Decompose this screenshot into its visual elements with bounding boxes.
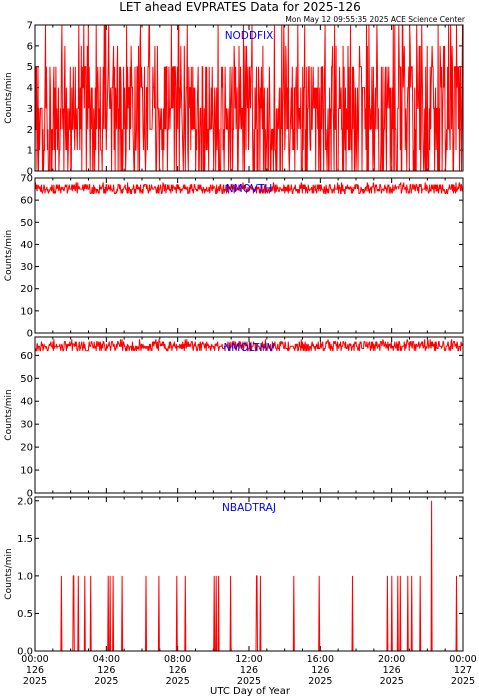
y-tick-label: 30 xyxy=(20,262,33,273)
y-tick-label: 2.0 xyxy=(17,496,33,507)
y-tick-label: 0 xyxy=(27,329,33,340)
x-tick-year: 2025 xyxy=(23,676,47,687)
x-tick-time: 16:00 xyxy=(307,654,334,665)
x-tick-year: 2025 xyxy=(380,676,404,687)
y-tick-label: 3 xyxy=(27,104,33,115)
y-tick-label: 2 xyxy=(27,125,33,136)
series-line-noddfix xyxy=(34,24,464,172)
chart-timestamp: Mon May 12 09:55:35 2025 ACE Science Cen… xyxy=(285,15,466,24)
y-tick-label: 0 xyxy=(27,167,33,178)
y-tick-label: 7 xyxy=(27,21,33,32)
series-label: NBADTRAJ xyxy=(222,502,276,514)
series-line-nmolthv xyxy=(34,339,463,352)
y-tick-label: 5 xyxy=(27,62,33,73)
series-line-nmovth xyxy=(34,182,464,194)
y-tick-label: 60 xyxy=(20,196,33,207)
x-tick-year: 2025 xyxy=(308,676,332,687)
panel-nmolthv: 0 10 20 30 40 50 60 Counts/min NMOLTHV xyxy=(4,336,464,500)
y-tick-label: 10 xyxy=(20,466,33,477)
y-tick-label: 70 xyxy=(20,174,33,185)
series-label: NMOLTHV xyxy=(223,342,275,354)
series-line-nbadtraj xyxy=(35,500,463,652)
panel-nmovth: 0 10 20 30 40 50 60 70 Counts/min NMOVTH xyxy=(4,174,464,340)
x-tick-year: 2025 xyxy=(166,676,190,687)
panel-frame xyxy=(34,24,464,172)
x-tick-doy: 126 xyxy=(311,665,329,676)
y-tick-label: 0.5 xyxy=(17,609,33,620)
y-tick-label: 50 xyxy=(20,374,33,385)
y-tick-label: 0.0 xyxy=(17,647,33,658)
series-label: NMOVTH xyxy=(226,183,273,195)
y-axis-label: Counts/min xyxy=(4,230,14,281)
y-tick-label: 50 xyxy=(20,218,33,229)
y-tick-label: 20 xyxy=(20,284,33,295)
y-tick-label: 1.5 xyxy=(17,534,33,545)
x-tick-year: 2025 xyxy=(237,676,261,687)
x-tick-year: 2025 xyxy=(451,676,475,687)
x-axis-label: UTC Day of Year xyxy=(210,686,291,697)
y-tick-label: 1 xyxy=(27,146,33,157)
x-tick-doy: 126 xyxy=(97,665,115,676)
x-tick-doy: 126 xyxy=(240,665,258,676)
x-tick-doy: 126 xyxy=(383,665,401,676)
panel-frame xyxy=(34,177,464,334)
x-tick-doy: 127 xyxy=(454,665,472,676)
y-tick-label: 40 xyxy=(20,240,33,251)
x-tick-time: 04:00 xyxy=(93,654,120,665)
y-tick-label: 4 xyxy=(27,83,33,94)
y-tick-label: 20 xyxy=(20,443,33,454)
x-tick-time: 12:00 xyxy=(235,654,262,665)
x-tick-year: 2025 xyxy=(94,676,118,687)
y-axis-label: Counts/min xyxy=(4,389,14,440)
panel-noddfix: 0 1 2 3 4 5 6 7 Counts/min NODDFIX xyxy=(4,21,464,178)
x-tick-time: 00:00 xyxy=(449,654,476,665)
y-tick-label: 40 xyxy=(20,397,33,408)
series-label: NODDFIX xyxy=(225,30,274,42)
y-axis-label: Counts/min xyxy=(4,72,14,123)
y-tick-label: 0 xyxy=(27,489,33,500)
y-tick-label: 30 xyxy=(20,420,33,431)
chart-title: LET ahead EVPRATES Data for 2025-126 xyxy=(119,0,361,14)
x-tick-time: 08:00 xyxy=(164,654,191,665)
panel-frame xyxy=(34,496,464,652)
x-tick-labels: 00:00126202504:00126202508:00126202512:0… xyxy=(21,654,476,687)
x-tick-doy: 126 xyxy=(26,665,44,676)
x-tick-time: 00:00 xyxy=(21,654,48,665)
y-tick-label: 1.0 xyxy=(17,571,33,582)
panels: 0 1 2 3 4 5 6 7 Counts/min NODDFIX 0 10 20 30 40 50 60 70… xyxy=(4,21,464,658)
panel-frame xyxy=(34,336,464,494)
y-tick-label: 60 xyxy=(20,351,33,362)
y-tick-label: 6 xyxy=(27,41,33,52)
y-axis-label: Counts/min xyxy=(4,548,14,599)
x-tick-time: 20:00 xyxy=(378,654,405,665)
x-tick-doy: 126 xyxy=(169,665,187,676)
panel-nbadtraj: 0.0 0.5 1.0 1.5 2.0 Counts/min NBADTRAJ xyxy=(4,496,464,658)
y-tick-label: 10 xyxy=(20,306,33,317)
